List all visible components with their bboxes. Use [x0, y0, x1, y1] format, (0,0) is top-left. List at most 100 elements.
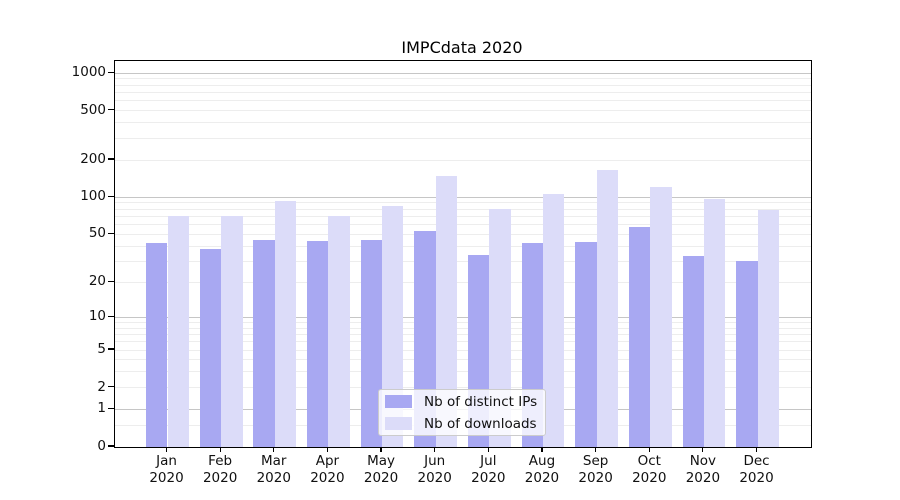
y-tick-mark-1: [108, 407, 114, 410]
bar-downloads-dec: [757, 209, 779, 447]
y-tick-mark-1000: [108, 71, 114, 73]
legend-swatch-distinct-ips-icon: [385, 395, 412, 408]
y-tick-label-0: 0: [97, 438, 106, 454]
bar-distinct-ips-may: [360, 239, 383, 447]
x-tick-mark-feb: [219, 447, 221, 452]
bar-downloads-may: [382, 205, 404, 447]
bar-downloads-jun: [435, 175, 458, 447]
gridline-minor: [115, 78, 811, 80]
x-tick-mark-jun: [434, 447, 436, 452]
x-tick-mark-jul: [487, 447, 489, 452]
x-tick-mark-jan: [165, 447, 168, 452]
bar-downloads-apr: [328, 215, 350, 447]
bar-downloads-mar: [274, 201, 297, 447]
y-tick-mark-20: [108, 280, 114, 282]
bar-distinct-ips-jan: [146, 243, 168, 447]
x-tick-mark-may: [380, 447, 382, 452]
gridline-minor: [115, 281, 811, 283]
y-tick-label-20: 20: [88, 273, 106, 290]
legend-label-distinct-ips: Nb of distinct IPs: [424, 393, 538, 410]
x-tick-mark-apr: [326, 447, 328, 452]
x-tick-label-nov: Nov 2020: [685, 453, 721, 486]
x-tick-label-jan: Jan 2020: [149, 453, 184, 486]
y-tick-mark-2: [108, 385, 114, 388]
bar-downloads-nov: [703, 199, 726, 447]
gridline-minor: [115, 387, 811, 389]
chart-title: IMPCdata 2020: [401, 38, 523, 57]
x-tick-label-jun: Jun 2020: [417, 453, 452, 486]
bar-distinct-ips-oct: [628, 227, 651, 447]
gridline-minor: [115, 159, 811, 161]
gridline-major-10: [115, 316, 811, 318]
y-tick-label-200: 200: [80, 151, 106, 168]
bar-downloads-feb: [221, 216, 243, 447]
bar-downloads-jan: [167, 215, 189, 447]
gridline-minor: [115, 84, 811, 86]
gridline-minor: [115, 215, 811, 217]
y-tick-mark-5: [108, 348, 114, 350]
x-tick-mark-mar: [273, 447, 275, 452]
x-tick-mark-aug: [541, 447, 543, 452]
gridline-minor: [115, 260, 811, 262]
gridline-minor: [115, 202, 811, 204]
bar-downloads-jul: [489, 208, 511, 447]
y-tick-label-10: 10: [88, 308, 106, 325]
y-tick-label-5: 5: [97, 341, 106, 358]
x-tick-label-apr: Apr 2020: [310, 453, 345, 486]
y-tick-label-50: 50: [88, 225, 106, 242]
gridline-minor: [115, 371, 811, 373]
y-tick-mark-10: [108, 315, 114, 317]
x-tick-mark-dec: [755, 447, 758, 452]
x-tick-label-jul: Jul 2020: [471, 453, 506, 486]
gridline-minor: [115, 341, 811, 343]
legend-label-downloads: Nb of downloads: [424, 415, 537, 432]
y-tick-mark-0: [108, 445, 114, 447]
bar-downloads-oct: [650, 186, 672, 447]
gridline-minor: [115, 333, 811, 335]
x-tick-label-mar: Mar 2020: [256, 453, 291, 486]
x-tick-label-may: May 2020: [363, 453, 399, 486]
gridline-minor: [115, 100, 811, 102]
gridline-minor: [115, 349, 811, 351]
gridline-minor: [115, 122, 811, 124]
bar-distinct-ips-mar: [253, 239, 275, 447]
x-tick-label-dec: Dec 2020: [739, 453, 774, 486]
bar-distinct-ips-apr: [307, 241, 329, 447]
legend-entry-downloads: Nb of downloads: [385, 416, 545, 432]
y-tick-mark-100: [108, 195, 114, 197]
legend-swatch-downloads-icon: [385, 417, 412, 430]
gridline-minor: [115, 224, 811, 226]
legend-entry-distinct-ips: Nb of distinct IPs: [385, 394, 545, 410]
bar-downloads-sep: [596, 170, 618, 447]
x-tick-label-feb: Feb 2020: [202, 453, 238, 486]
bar-downloads-aug: [542, 193, 565, 447]
bar-distinct-ips-feb: [199, 248, 222, 447]
gridline-minor: [115, 327, 811, 329]
gridline-minor: [115, 208, 811, 210]
gridline-minor: [115, 137, 811, 139]
x-tick-label-sep: Sep 2020: [578, 453, 613, 486]
x-tick-label-oct: Oct 2020: [632, 453, 667, 486]
y-tick-label-1: 1: [97, 400, 106, 417]
y-tick-mark-500: [108, 109, 114, 111]
gridline-major-1000: [115, 72, 811, 74]
x-tick-mark-nov: [702, 447, 704, 452]
gridline-minor: [115, 110, 811, 112]
legend: Nb of distinct IPs Nb of downloads: [378, 389, 546, 436]
gridline-minor: [115, 233, 811, 235]
y-tick-mark-50: [108, 232, 114, 234]
x-tick-label-aug: Aug 2020: [524, 453, 560, 486]
bar-distinct-ips-sep: [575, 242, 597, 447]
x-tick-mark-oct: [648, 447, 650, 452]
gridline-minor: [115, 321, 811, 323]
y-tick-label-100: 100: [80, 188, 106, 205]
y-tick-label-500: 500: [80, 101, 106, 118]
gridline-minor: [115, 359, 811, 361]
gridline-minor: [115, 245, 811, 247]
gridline-major-100: [115, 196, 811, 198]
x-tick-mark-sep: [595, 447, 597, 452]
gridline-minor: [115, 91, 811, 93]
bar-distinct-ips-nov: [682, 256, 704, 447]
bar-distinct-ips-dec: [736, 261, 758, 447]
